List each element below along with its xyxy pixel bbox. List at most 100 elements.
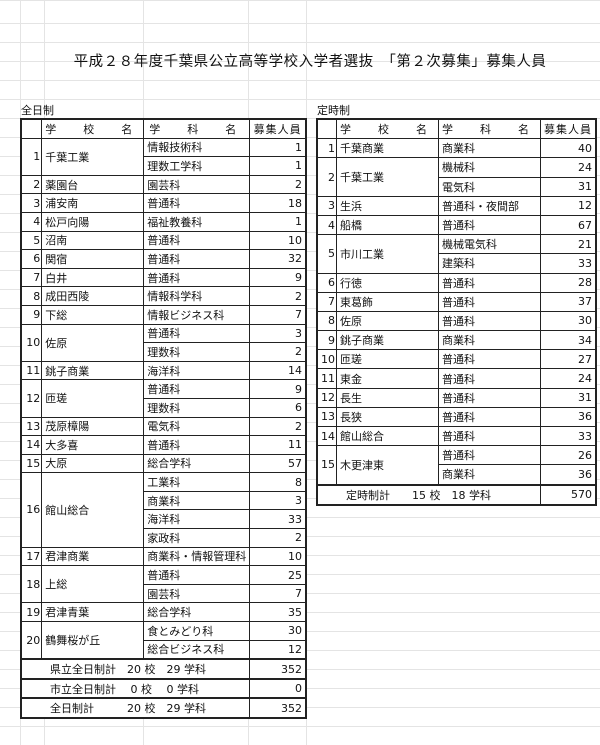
- course-name: 総合学科: [143, 602, 251, 623]
- table-row: 13 茂原樟陽 電気科 2: [20, 416, 307, 437]
- course-name: 食とみどり科: [143, 621, 251, 641]
- header-school: 学 校 名: [336, 118, 439, 140]
- course-count: 27: [540, 349, 597, 370]
- school-name: 長生: [336, 387, 439, 408]
- school-name: 大多喜: [41, 435, 145, 455]
- course-count: 8: [249, 472, 307, 492]
- table-row: 20 鶴舞桜が丘 食とみどり科 30: [20, 621, 307, 660]
- school-name: 銚子商業: [41, 360, 145, 381]
- school-name: 大原: [41, 453, 145, 474]
- course-count: 57: [249, 453, 307, 474]
- table-row: 建築科 33: [317, 253, 597, 274]
- course-count: 2: [249, 528, 307, 548]
- header-row: 学 校 名学 科 名募集人員: [20, 118, 307, 139]
- course-count: 24: [540, 368, 597, 389]
- school-number: 1: [316, 138, 337, 159]
- school-number: 5: [20, 230, 42, 251]
- course-name: 商業科: [438, 138, 541, 159]
- parttime-label: 定時制: [317, 104, 350, 117]
- table-row: 6 行徳 普通科 28: [316, 272, 597, 293]
- table-row: 15 木更津東 普通科 26: [316, 445, 597, 486]
- table-row: 6 関宿 普通科 32: [20, 249, 307, 269]
- school-name: 市川工業: [336, 234, 439, 274]
- school-number: 2: [20, 174, 42, 195]
- school-number: 15: [20, 453, 42, 474]
- course-count: 33: [540, 425, 597, 447]
- course-name: 普通科: [143, 249, 251, 269]
- course-count: 12: [540, 195, 597, 216]
- table-row: 1 千葉商業 商業科 40: [316, 138, 597, 159]
- course-name: 海洋科: [143, 360, 251, 381]
- course-name: 商業科: [438, 464, 541, 486]
- total-count: 352: [249, 697, 307, 719]
- parttime-table: 学 校 名学 科 名募集人員 1 千葉商業 商業科 40 2 千葉工業 機械科 24 電気科 31 3…: [316, 118, 597, 506]
- school-number: 19: [20, 602, 42, 623]
- course-name: 機械電気科: [438, 234, 541, 255]
- school-number: 11: [20, 360, 42, 381]
- course-count: 24: [540, 157, 597, 178]
- school-number: 4: [20, 211, 42, 232]
- course-count: 37: [540, 291, 597, 312]
- course-count: 2: [249, 416, 307, 437]
- table-row: 園芸科 7: [21, 583, 307, 604]
- course-count: 31: [540, 176, 597, 197]
- total-row: 全日制計 20 校 29 学科 352: [20, 697, 307, 719]
- school-name: 君津青葉: [41, 602, 145, 623]
- total-count: 570: [540, 483, 597, 506]
- course-name: 総合ビジネス科: [143, 639, 251, 660]
- school-name: 君津商業: [41, 546, 145, 567]
- school-number: 12: [316, 387, 337, 408]
- school-name: 白井: [41, 267, 145, 288]
- course-count: 6: [249, 397, 307, 418]
- school-name: 匝瑳: [336, 349, 439, 370]
- school-name: 茂原樟陽: [41, 416, 145, 437]
- school-name: 長狭: [336, 406, 439, 428]
- course-name: 電気科: [143, 416, 251, 437]
- course-count: 40: [540, 138, 597, 159]
- course-count: 30: [249, 621, 307, 641]
- school-number: 11: [316, 368, 337, 389]
- course-name: 電気科: [438, 176, 541, 197]
- course-count: 2: [249, 286, 307, 306]
- school-name: 船橋: [336, 214, 439, 236]
- course-count: 30: [540, 310, 597, 332]
- course-name: 理数科: [143, 397, 251, 418]
- school-name: 佐原: [41, 323, 145, 362]
- table-row: 8 佐原 普通科 30: [316, 310, 597, 332]
- school-name: 東金: [336, 368, 439, 389]
- school-number: 10: [316, 349, 337, 370]
- course-name: 普通科: [143, 379, 251, 399]
- course-count: 21: [540, 234, 597, 255]
- header-count: 募集人員: [540, 118, 597, 140]
- table-row: 9 銚子商業 商業科 34: [316, 330, 597, 351]
- table-row: 1 千葉工業 情報技術科 1: [20, 137, 307, 176]
- course-count: 10: [249, 546, 307, 567]
- table-row: 16 館山総合 工業科 8: [20, 472, 307, 548]
- course-name: 普通科: [438, 214, 541, 236]
- header-row: 学 校 名学 科 名募集人員: [316, 118, 597, 140]
- course-name: 情報ビジネス科: [143, 304, 251, 325]
- course-name: 建築科: [438, 253, 541, 274]
- school-name: 松戸向陽: [41, 211, 145, 232]
- course-count: 14: [249, 360, 307, 381]
- school-name: 館山総合: [41, 472, 145, 548]
- school-name: 銚子商業: [336, 330, 439, 351]
- course-count: 36: [540, 406, 597, 428]
- school-name: 薬園台: [41, 174, 145, 195]
- table-row: 11 東金 普通科 24: [316, 368, 597, 389]
- course-count: 33: [540, 253, 597, 274]
- school-name: 上総: [41, 565, 145, 604]
- course-name: 普通科: [438, 291, 541, 312]
- school-number: 14: [20, 435, 42, 455]
- course-count: 10: [249, 230, 307, 251]
- table-row: 3 生浜 普通科・夜間部 12: [316, 195, 597, 216]
- total-label: 市立全日制計 0 校 0 学科: [20, 677, 251, 699]
- school-number: 13: [20, 416, 42, 437]
- school-number: 8: [316, 310, 337, 332]
- header-course: 学 科 名: [438, 118, 541, 140]
- course-name: 福祉教養科: [143, 211, 251, 232]
- total-row: 県立全日制計 20 校 29 学科 352: [20, 658, 307, 680]
- school-number: 7: [316, 291, 337, 312]
- table-row: 商業科 3: [21, 490, 307, 511]
- table-row: 理数工学科 1: [21, 156, 307, 176]
